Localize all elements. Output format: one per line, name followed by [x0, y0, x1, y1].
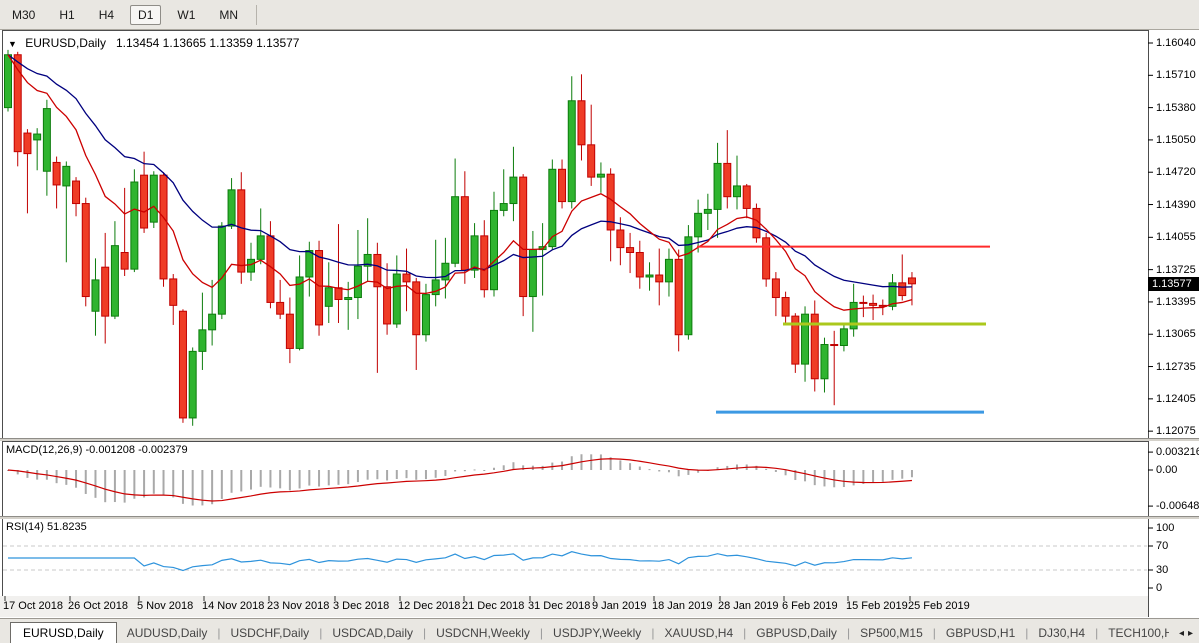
- time-axis-label: 31 Dec 2018: [528, 600, 591, 612]
- tab-usdchf-daily[interactable]: USDCHF,Daily: [230, 626, 310, 640]
- tab-gbpusd-h1[interactable]: GBPUSD,H1: [945, 626, 1016, 640]
- chart-title: ▼ EURUSD,Daily 1.13454 1.13665 1.13359 1…: [8, 36, 299, 50]
- tab-separator: |: [319, 626, 323, 640]
- tab-usdcad-daily[interactable]: USDCAD,Daily: [332, 626, 413, 640]
- time-axis[interactable]: 17 Oct 2018 26 Oct 2018 5 Nov 2018 14 Nov 2…: [0, 596, 1148, 617]
- rsi-value: 51.8235: [46, 521, 87, 533]
- time-axis-label: 3 Dec 2018: [333, 600, 390, 612]
- timeframe-button-mn[interactable]: MN: [219, 8, 239, 22]
- price-scale-label: 1.13395: [1156, 295, 1196, 308]
- tab-separator: |: [743, 626, 747, 640]
- rsi-scale-label: 100: [1156, 522, 1175, 534]
- time-axis-label: 25 Feb 2019: [908, 600, 970, 612]
- price-scale-label: 1.14055: [1156, 231, 1196, 244]
- price-scale-label: 1.12735: [1156, 360, 1196, 373]
- rsi-label: RSI(14) 51.8235: [6, 521, 87, 533]
- toolbar-separator: [256, 4, 258, 25]
- tab-separator: |: [1095, 626, 1099, 640]
- tab-scroll-right-icon[interactable]: ▸: [1187, 628, 1197, 639]
- rsi-panel[interactable]: [2, 518, 1150, 597]
- tab-separator: |: [217, 626, 221, 640]
- price-scale-label: 1.13065: [1156, 328, 1196, 341]
- tab-usdcnh-weekly[interactable]: USDCNH,Weekly: [436, 626, 530, 640]
- price-scale-label: 1.12405: [1156, 392, 1196, 405]
- tab-xauusd-h4[interactable]: XAUUSD,H4: [664, 626, 734, 640]
- panel-separator[interactable]: [0, 516, 1199, 519]
- time-axis-label: 21 Dec 2018: [462, 600, 525, 612]
- tab-scroll-left-icon[interactable]: ◂: [1178, 628, 1188, 639]
- rsi-scale-label: 0: [1156, 582, 1163, 594]
- time-axis-label: 14 Nov 2018: [202, 600, 265, 612]
- price-scale[interactable]: 1.16040 1.15710 1.15380 1.15050 1.14720 1.143…: [1148, 30, 1199, 617]
- tab-separator: |: [423, 626, 427, 640]
- tab-dj30-h4[interactable]: DJ30,H4: [1038, 626, 1086, 640]
- tab-separator: |: [1025, 626, 1029, 640]
- macd-scale-label: -0.006485: [1156, 500, 1199, 513]
- tab-separator: |: [651, 626, 655, 640]
- timeframe-button-m30[interactable]: M30: [12, 8, 36, 22]
- time-axis-label: 6 Feb 2019: [782, 600, 838, 612]
- price-scale-label: 1.14720: [1156, 166, 1196, 179]
- time-axis-label: 28 Jan 2019: [718, 600, 779, 612]
- tab-gbpusd-daily[interactable]: GBPUSD,Daily: [756, 626, 837, 640]
- time-axis-label: 12 Dec 2018: [398, 600, 461, 612]
- price-scale-label: 1.15050: [1156, 133, 1196, 146]
- chart-tab-bar: EURUSD,Daily AUDUSD,Daily | USDCHF,Daily | U…: [0, 618, 1199, 643]
- panel-separator[interactable]: [0, 438, 1199, 441]
- price-scale-label: 1.13725: [1156, 263, 1196, 276]
- tab-eurusd-daily-active[interactable]: EURUSD,Daily: [10, 622, 117, 643]
- time-axis-label: 15 Feb 2019: [846, 600, 908, 612]
- tab-separator: |: [539, 626, 544, 640]
- rsi-scale-label: 70: [1156, 540, 1169, 552]
- time-axis-label: 9 Jan 2019: [592, 600, 647, 612]
- time-axis-label: 17 Oct 2018: [3, 600, 63, 612]
- tab-usdjpy-weekly[interactable]: USDJPY,Weekly: [553, 626, 642, 640]
- tab-separator: |: [846, 626, 851, 640]
- timeframe-button-h4[interactable]: H4: [98, 8, 115, 22]
- chart-title-symbol: EURUSD,Daily: [25, 36, 106, 50]
- macd-scale-label: 0.003216: [1156, 446, 1199, 459]
- price-scale-label: 1.15710: [1156, 69, 1196, 82]
- tab-sp500-m15[interactable]: SP500,M15: [860, 626, 923, 640]
- tab-tech100-h[interactable]: TECH100,H: [1108, 626, 1169, 640]
- time-axis-label: 23 Nov 2018: [267, 600, 330, 612]
- tab-audusd-daily[interactable]: AUDUSD,Daily: [126, 626, 208, 640]
- price-scale-label: 1.14390: [1156, 198, 1196, 211]
- timeframe-toolbar: M30 H1 H4 D1 W1 MN: [0, 0, 1199, 30]
- timeframe-button-h1[interactable]: H1: [59, 8, 75, 22]
- time-axis-label: 5 Nov 2018: [137, 600, 194, 612]
- macd-label: MACD(12,26,9) -0.001208 -0.002379: [6, 444, 188, 456]
- price-scale-label: 1.12075: [1156, 425, 1196, 438]
- timeframe-button-w1[interactable]: W1: [177, 8, 196, 22]
- macd-scale-label: 0.00: [1156, 464, 1178, 476]
- tab-separator: |: [932, 626, 936, 640]
- main-chart-panel[interactable]: [2, 30, 1150, 440]
- current-price-badge: 1.13577: [1148, 277, 1199, 291]
- timeframe-button-d1[interactable]: D1: [130, 5, 162, 25]
- price-scale-label: 1.16040: [1156, 37, 1196, 49]
- price-scale-label: 1.15380: [1156, 101, 1196, 114]
- chart-title-ohlc: 1.13454 1.13665 1.13359 1.13577: [115, 36, 300, 50]
- time-axis-label: 26 Oct 2018: [68, 600, 128, 612]
- time-axis-label: 18 Jan 2019: [652, 600, 713, 612]
- chart-collapse-icon[interactable]: ▼: [8, 39, 17, 49]
- rsi-scale-label: 30: [1156, 564, 1169, 576]
- macd-values: -0.001208 -0.002379: [85, 444, 188, 456]
